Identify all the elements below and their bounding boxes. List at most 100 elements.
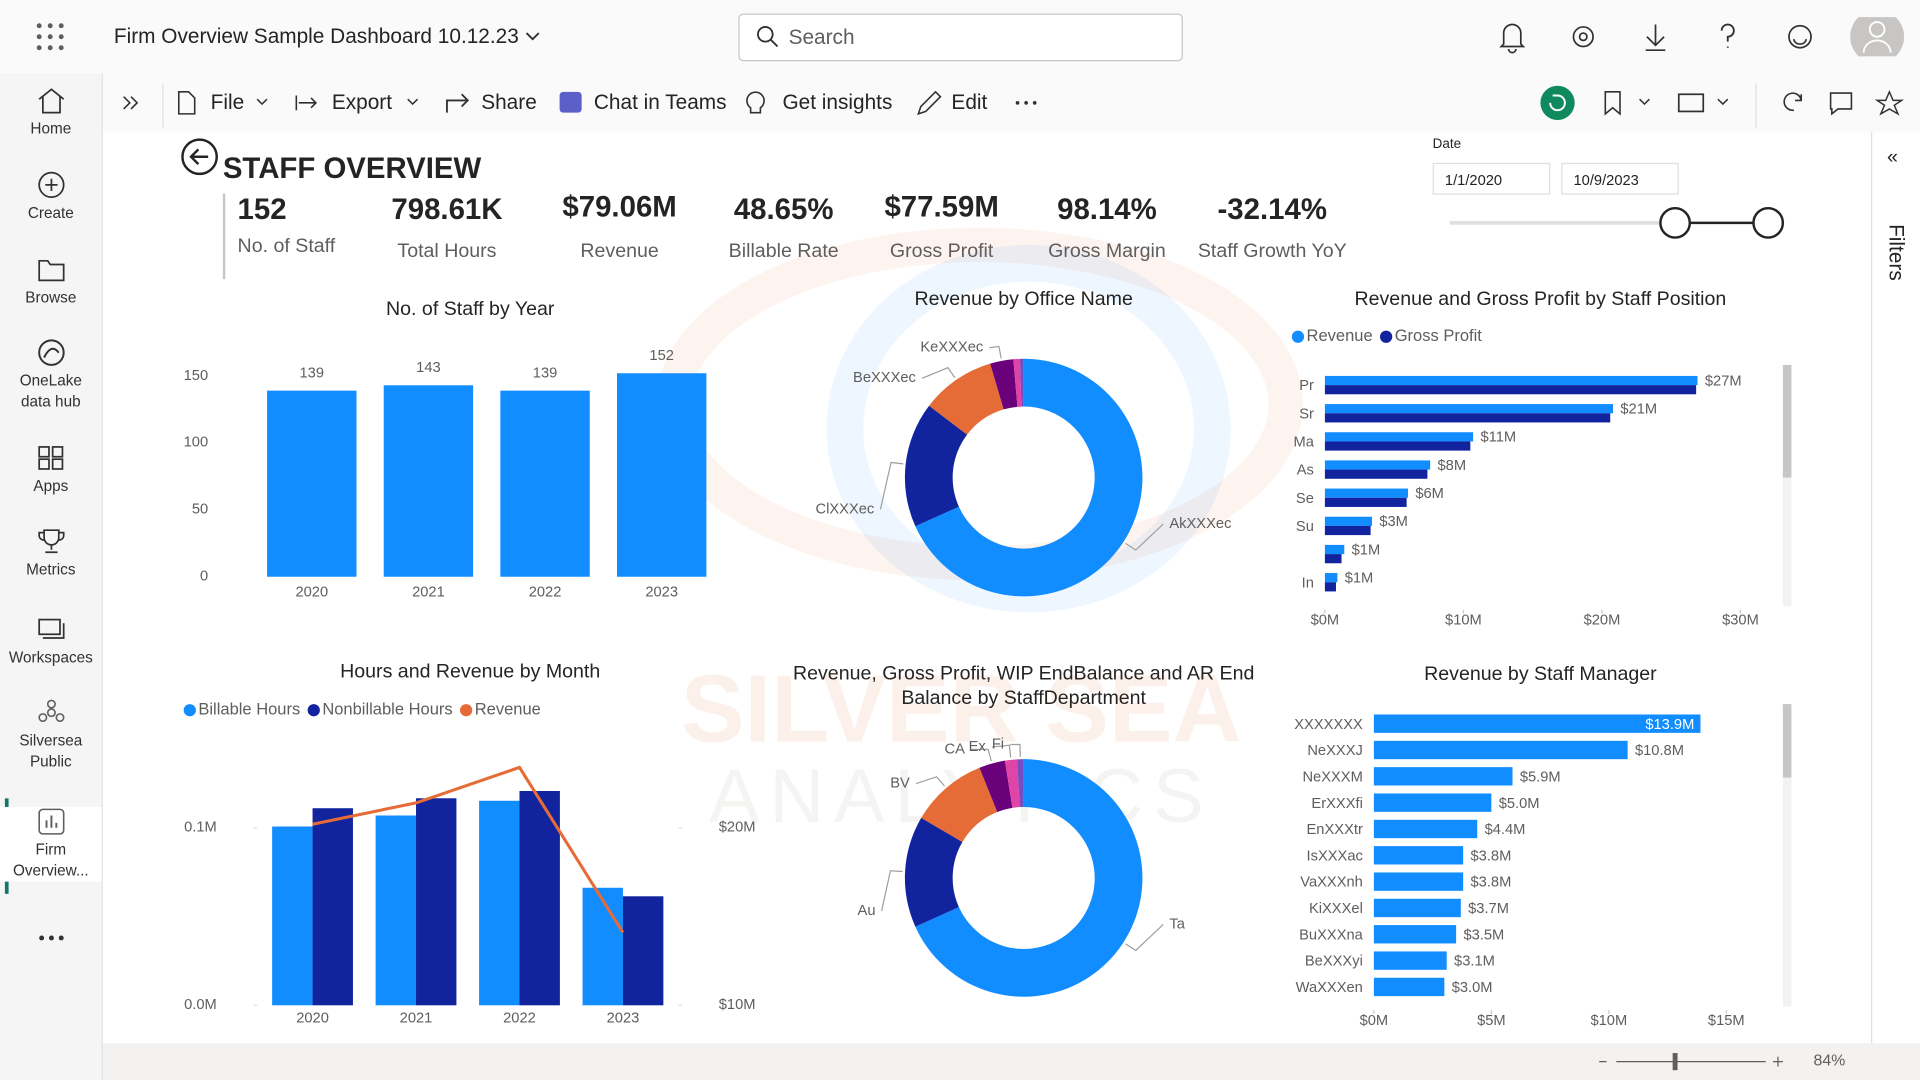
back-arrow <box>189 148 209 165</box>
nav-item[interactable]: Browse <box>0 255 102 309</box>
nav-label: Silversea Public <box>19 732 83 771</box>
nav-item[interactable]: Home <box>0 86 102 140</box>
back-button[interactable] <box>181 138 218 176</box>
x-tick-label: $10M <box>1445 613 1482 629</box>
scroll-track <box>1782 704 1792 1007</box>
nav-item[interactable]: Workspaces <box>0 615 102 669</box>
sync-status[interactable] <box>1540 85 1575 120</box>
toolbar-item[interactable]: Chat in Teams <box>593 90 727 114</box>
x-tick-label: 2022 <box>503 1011 536 1027</box>
chevron <box>1639 98 1650 106</box>
kpi-value: 152 <box>237 193 287 227</box>
zoom-thumb[interactable] <box>1672 1053 1678 1071</box>
nav-label: Apps <box>33 477 69 495</box>
icon-path <box>37 529 64 554</box>
report-name[interactable]: Firm Overview Sample Dashboard 10.12.23 <box>113 24 519 48</box>
line <box>312 765 625 934</box>
toolbar-item[interactable]: Edit <box>951 90 988 114</box>
x-tick-label: $5M <box>1477 1013 1506 1029</box>
search-box[interactable] <box>738 13 1183 62</box>
slice-label: KeXXXec <box>920 340 983 356</box>
data-label: $11M <box>1480 430 1516 446</box>
bookmark-icon[interactable] <box>1604 91 1621 116</box>
export-icon <box>295 95 318 111</box>
expand-icon[interactable] <box>123 96 139 110</box>
data-label: 152 <box>649 348 674 364</box>
kpi-value: -32.14% <box>1217 193 1327 227</box>
bar <box>1373 977 1445 997</box>
app-launcher[interactable] <box>34 21 66 53</box>
icon-path <box>44 178 57 192</box>
kpi-value: 798.61K <box>391 193 503 227</box>
leader-line <box>991 744 1012 758</box>
bar <box>1373 846 1464 865</box>
pie-slice <box>904 405 968 527</box>
chevron <box>407 98 419 106</box>
kpi-value: 98.14% <box>1057 193 1157 227</box>
data-label: $1M <box>1352 542 1381 558</box>
y-tick-label: Pr <box>1299 378 1314 394</box>
x-tick-label: $0M <box>1311 613 1340 629</box>
dot[interactable] <box>1015 101 1020 105</box>
feedback-icon[interactable] <box>1788 24 1812 49</box>
help-icon[interactable] <box>1720 23 1735 48</box>
nav-item[interactable]: Silversea Public <box>0 698 102 773</box>
slider-handle[interactable] <box>1659 206 1692 239</box>
toolbar-item[interactable]: Share <box>481 90 537 114</box>
collapse-filters[interactable]: « <box>1886 146 1898 168</box>
date-end[interactable]: 10/9/2023 <box>1561 162 1679 195</box>
kpi-value: $77.59M <box>884 191 999 225</box>
nav-item[interactable]: Apps <box>0 443 102 497</box>
x-tick-label: $15M <box>1708 1013 1745 1029</box>
favorite-icon[interactable] <box>1874 89 1905 116</box>
toolbar-item[interactable]: Get insights <box>782 90 893 114</box>
x-tick-label: 2022 <box>529 585 562 601</box>
legend-label: Nonbillable Hours <box>322 700 452 719</box>
dot <box>58 935 64 941</box>
toolbar-item[interactable]: Export <box>331 90 393 114</box>
slider-handle[interactable] <box>1752 206 1785 239</box>
nav-icon <box>37 618 64 639</box>
bar <box>1373 714 1701 733</box>
nav-item[interactable]: Metrics <box>0 527 102 581</box>
filters-pane[interactable] <box>1871 132 1920 1044</box>
comment-icon[interactable] <box>1829 92 1853 116</box>
nav-item-active[interactable]: Firm Overview... <box>0 806 102 882</box>
bar <box>1373 793 1492 812</box>
kpi-label: Gross Margin <box>1048 241 1166 263</box>
refresh-icon[interactable] <box>1783 92 1803 112</box>
download-icon[interactable] <box>1645 24 1666 52</box>
zoom-slider[interactable] <box>1592 1048 1788 1075</box>
date-start[interactable]: 1/1/2020 <box>1432 162 1551 195</box>
nav-item[interactable]: OneLake data hub <box>0 338 102 413</box>
slice-label: Ex <box>969 739 987 755</box>
view-icon[interactable] <box>1677 93 1705 113</box>
y-tick-label: Ma <box>1293 435 1314 451</box>
settings-icon[interactable] <box>1572 26 1594 48</box>
nav-label: OneLake data hub <box>19 372 82 411</box>
bar <box>622 896 664 1006</box>
edit-icon <box>917 90 942 116</box>
more-nav[interactable] <box>38 933 65 943</box>
icon-path <box>37 713 47 723</box>
chevron[interactable] <box>524 29 541 44</box>
slice-label: AkXXXec <box>1169 516 1231 532</box>
y-tick-label: 100 <box>184 435 209 451</box>
pie-slice <box>1019 358 1024 407</box>
nav-item[interactable]: Create <box>0 170 102 224</box>
chevron <box>256 98 268 106</box>
legend-label: Billable Hours <box>198 700 300 719</box>
nav-label: Metrics <box>26 560 76 578</box>
bar <box>1324 460 1431 470</box>
icon-path <box>51 458 63 470</box>
bar <box>519 791 560 1006</box>
icon-path <box>37 458 50 470</box>
data-label: $3.5M <box>1463 927 1504 943</box>
notifications-icon[interactable] <box>1499 23 1526 54</box>
toolbar-item[interactable]: File <box>210 90 245 114</box>
share-icon <box>446 93 470 113</box>
nav-icon <box>38 88 64 114</box>
scroll-thumb <box>1782 704 1792 778</box>
bar <box>1324 488 1409 498</box>
